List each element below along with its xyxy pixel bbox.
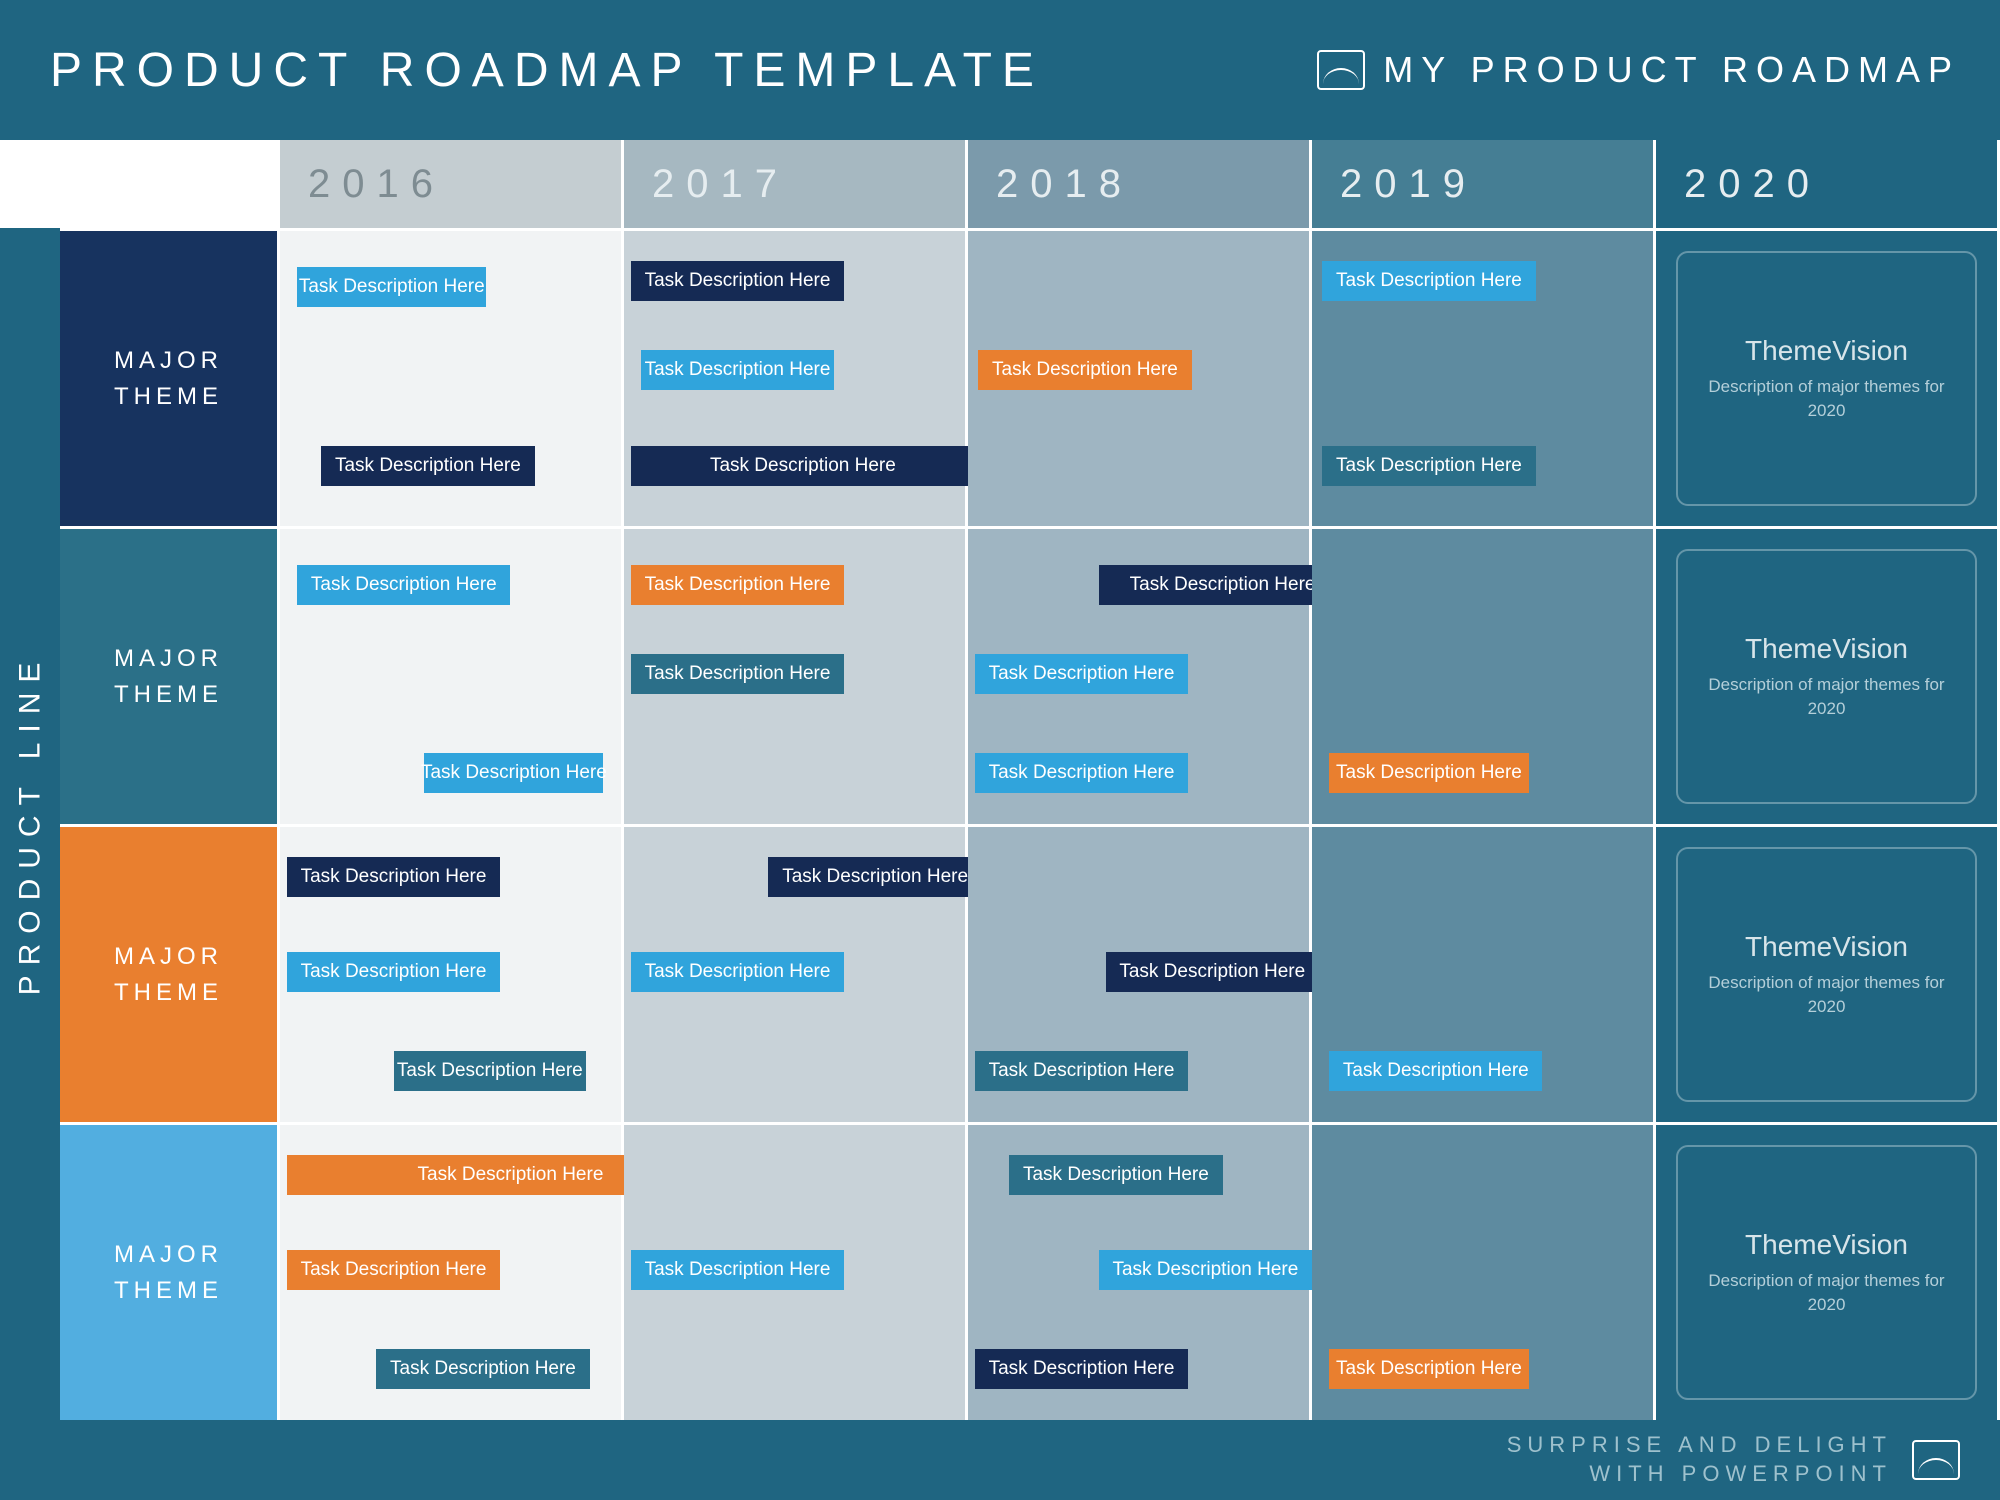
task-bar[interactable]: Task Description Here bbox=[287, 1250, 500, 1290]
swimlane-r2-c3: Task Description Here bbox=[1312, 824, 1656, 1122]
task-bar[interactable]: Task Description Here bbox=[1009, 1155, 1222, 1195]
theme-label-row1: MAJORTHEME bbox=[60, 526, 280, 824]
year-col-2019: 2019 bbox=[1312, 140, 1656, 228]
task-bar[interactable]: Task Description Here bbox=[641, 350, 834, 390]
task-bar[interactable]: Task Description Here bbox=[1106, 952, 1319, 992]
swimlane-r3-c2: Task Description Here Task Description He… bbox=[968, 1122, 1312, 1420]
theme-label-row0: MAJORTHEME bbox=[60, 228, 280, 526]
brand-text: MY PRODUCT ROADMAP bbox=[1383, 49, 1960, 91]
swimlane-r1-c0: Task Description Here Task Description He… bbox=[280, 526, 624, 824]
task-bar[interactable]: Task Description Here bbox=[631, 654, 844, 694]
task-bar[interactable]: Task Description Here bbox=[631, 446, 975, 486]
year-col-2020: 2020 bbox=[1656, 140, 2000, 228]
task-bar[interactable]: Task Description Here bbox=[978, 350, 1191, 390]
task-bar[interactable]: Task Description Here bbox=[631, 261, 844, 301]
corner-blank1 bbox=[0, 140, 60, 228]
swimlane-r1-c4: ThemeVisionDescription of major themes f… bbox=[1656, 526, 2000, 824]
task-bar[interactable]: Task Description Here bbox=[768, 857, 981, 897]
header: PRODUCT ROADMAP TEMPLATE MY PRODUCT ROAD… bbox=[0, 0, 2000, 140]
task-bar[interactable]: Task Description Here bbox=[975, 753, 1188, 793]
swimlane-r3-c3: Task Description Here bbox=[1312, 1122, 1656, 1420]
product-line-label: PRODUCT LINE bbox=[0, 228, 60, 1420]
task-bar[interactable]: Task Description Here bbox=[321, 446, 534, 486]
vision-box-row3: ThemeVisionDescription of major themes f… bbox=[1676, 1145, 1977, 1400]
swimlane-r0-c3: Task Description Here Task Description He… bbox=[1312, 228, 1656, 526]
task-bar[interactable]: Task Description Here bbox=[975, 1349, 1188, 1389]
task-bar[interactable]: Task Description Here bbox=[975, 1051, 1188, 1091]
corner-blank2 bbox=[60, 140, 280, 228]
brand: MY PRODUCT ROADMAP bbox=[1317, 49, 1960, 91]
task-bar[interactable]: Task Description Here bbox=[287, 857, 500, 897]
footer-tagline: SURPRISE AND DELIGHT WITH POWERPOINT bbox=[1507, 1431, 1892, 1488]
task-bar[interactable]: Task Description Here bbox=[376, 1349, 589, 1389]
brand-road-icon bbox=[1317, 50, 1365, 90]
swimlane-r1-c1: Task Description Here Task Description He… bbox=[624, 526, 968, 824]
swimlane-r2-c0: Task Description Here Task Description He… bbox=[280, 824, 624, 1122]
footer: SURPRISE AND DELIGHT WITH POWERPOINT bbox=[0, 1420, 2000, 1500]
year-col-2017: 2017 bbox=[624, 140, 968, 228]
swimlane-r0-c2: Task Description Here bbox=[968, 228, 1312, 526]
task-bar[interactable]: Task Description Here bbox=[1322, 261, 1535, 301]
theme-label-row2: MAJORTHEME bbox=[60, 824, 280, 1122]
vision-box-row2: ThemeVisionDescription of major themes f… bbox=[1676, 847, 1977, 1102]
swimlane-r0-c1: Task Description Here Task Description He… bbox=[624, 228, 968, 526]
task-bar[interactable]: Task Description Here bbox=[975, 654, 1188, 694]
vision-box-row0: ThemeVisionDescription of major themes f… bbox=[1676, 251, 1977, 506]
task-bar[interactable]: Task Description Here bbox=[1322, 446, 1535, 486]
task-bar[interactable]: Task Description Here bbox=[394, 1051, 587, 1091]
task-bar[interactable]: Task Description Here bbox=[1329, 1051, 1542, 1091]
task-bar[interactable]: Task Description Here bbox=[631, 565, 844, 605]
year-col-2018: 2018 bbox=[968, 140, 1312, 228]
task-bar[interactable]: Task Description Here bbox=[1099, 1250, 1312, 1290]
swimlane-r2-c4: ThemeVisionDescription of major themes f… bbox=[1656, 824, 2000, 1122]
task-bar[interactable]: Task Description Here bbox=[424, 753, 603, 793]
page-title: PRODUCT ROADMAP TEMPLATE bbox=[50, 43, 1044, 98]
task-bar[interactable]: Task Description Here bbox=[631, 1250, 844, 1290]
task-bar[interactable]: Task Description Here bbox=[631, 952, 844, 992]
swimlane-r3-c1: Task Description Here bbox=[624, 1122, 968, 1420]
swimlane-r0-c0: Task Description Here Task Description He… bbox=[280, 228, 624, 526]
roadmap-grid: 2016 2017 2018 2019 2020 PRODUCT LINE MA… bbox=[0, 140, 2000, 1420]
swimlane-r2-c1: Task Description HereTask Description He… bbox=[624, 824, 968, 1122]
swimlane-r1-c3: Task Description Here bbox=[1312, 526, 1656, 824]
vision-box-row1: ThemeVisionDescription of major themes f… bbox=[1676, 549, 1977, 804]
task-bar[interactable]: Task Description Here bbox=[297, 267, 486, 307]
task-bar[interactable]: Task Description Here bbox=[297, 565, 510, 605]
swimlane-r1-c2: Task Description Here Task Description He… bbox=[968, 526, 1312, 824]
swimlane-r3-c4: ThemeVisionDescription of major themes f… bbox=[1656, 1122, 2000, 1420]
roadmap-body: PRODUCT LINE MAJORTHEMETask Description … bbox=[0, 228, 2000, 1420]
swimlane-r0-c4: ThemeVisionDescription of major themes f… bbox=[1656, 228, 2000, 526]
theme-label-row3: MAJORTHEME bbox=[60, 1122, 280, 1420]
task-bar[interactable]: Task Description Here bbox=[1329, 1349, 1529, 1389]
task-bar[interactable]: Task Description Here bbox=[287, 952, 500, 992]
swimlane-r2-c2: Task Description HereTask Description He… bbox=[968, 824, 1312, 1122]
year-col-2016: 2016 bbox=[280, 140, 624, 228]
footer-road-icon bbox=[1912, 1440, 1960, 1480]
task-bar[interactable]: Task Description Here bbox=[1329, 753, 1529, 793]
task-bar[interactable]: Task Description Here bbox=[1099, 565, 1347, 605]
year-header-row: 2016 2017 2018 2019 2020 bbox=[0, 140, 2000, 228]
swimlane-r3-c0: Task Description Here Task Description He… bbox=[280, 1122, 624, 1420]
